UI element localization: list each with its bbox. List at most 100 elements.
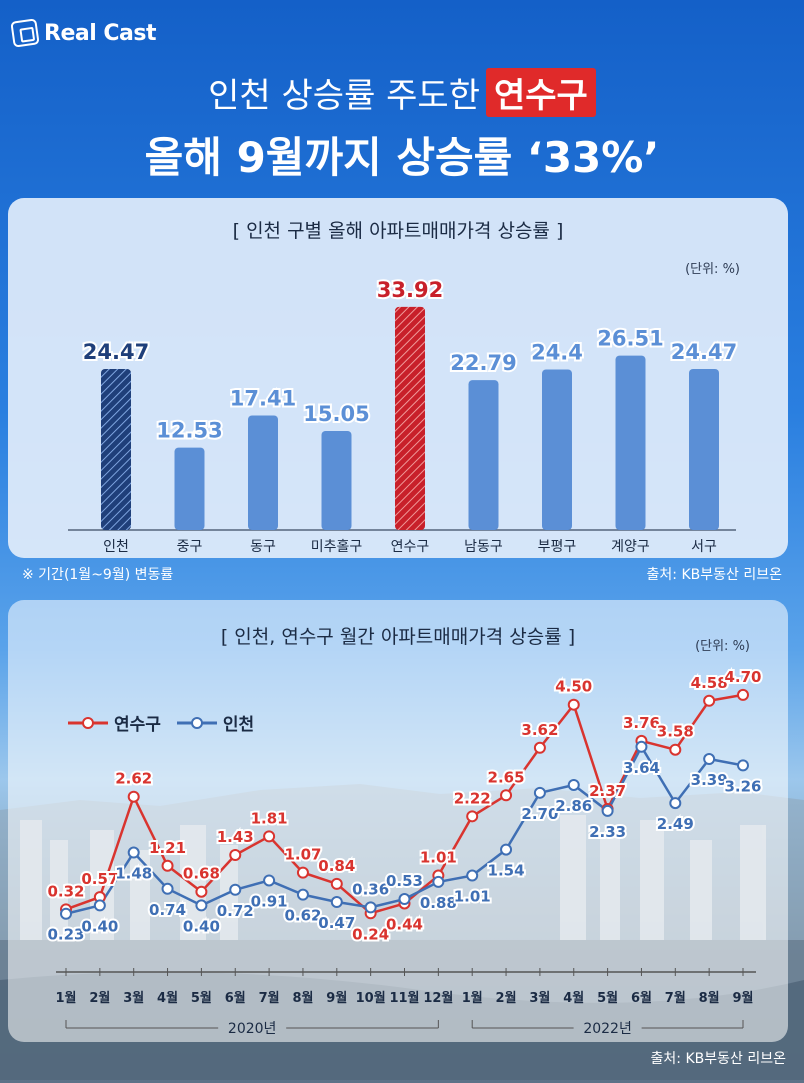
x-tick-label: 8월 (292, 990, 313, 1006)
data-point (127, 846, 140, 859)
data-point (195, 885, 208, 898)
bar-value-label: 22.79 (450, 351, 516, 375)
bar (101, 369, 131, 530)
data-point (466, 869, 479, 882)
headline-line-1: 인천 상승률 주도한 연수구 (0, 68, 804, 117)
x-tick-label: 11월 (389, 990, 419, 1006)
legend-label-incheon: 인천 (222, 715, 255, 735)
x-tick-label: 5월 (191, 990, 212, 1006)
bar (615, 355, 646, 530)
bar (468, 380, 499, 530)
x-tick-label: 2월 (89, 990, 110, 1006)
data-label: 0.62 (284, 907, 321, 925)
data-label: 3.58 (657, 723, 694, 741)
data-point (567, 778, 580, 791)
data-point (161, 882, 174, 895)
data-point (669, 797, 682, 810)
data-label: 0.91 (251, 892, 288, 910)
data-point (60, 907, 72, 920)
data-label: 3.64 (623, 759, 660, 777)
year-group-label: 2020년 (228, 1021, 277, 1037)
data-label: 0.36 (352, 880, 389, 898)
data-point (398, 893, 411, 906)
x-tick-label: 1월 (55, 990, 76, 1006)
x-tick-label: 9월 (326, 990, 347, 1006)
real-cast-logo: Real Cast (10, 18, 157, 48)
data-label: 0.40 (81, 917, 118, 935)
x-tick-label: 8월 (699, 990, 720, 1006)
data-label: 1.54 (488, 862, 525, 880)
bar-value-label: 15.05 (303, 402, 369, 426)
data-label: 0.57 (81, 870, 118, 888)
data-label: 4.70 (724, 668, 761, 686)
data-label: 0.84 (318, 857, 355, 875)
data-label: 2.86 (555, 797, 592, 815)
data-point (703, 753, 716, 766)
legend-swatch-red-icon (68, 716, 108, 729)
data-label: 0.40 (183, 917, 220, 935)
x-tick-label: 2월 (496, 990, 517, 1006)
x-tick-label: 10월 (356, 990, 386, 1006)
headline-prefix: 인천 상승률 주도한 (208, 76, 480, 116)
headline-line-2: 올해 9월까지 상승률 ‘33%’ (144, 133, 660, 182)
x-tick-label: 5월 (597, 990, 618, 1006)
x-tick-label: 1월 (462, 990, 483, 1006)
data-label: 4.50 (555, 678, 592, 696)
line-chart-panel: [ 인천, 연수구 월간 아파트매매가격 상승률 ] (단위: %) 연수구 인… (8, 600, 788, 1042)
year-group-label: 2022년 (583, 1021, 632, 1037)
data-label: 0.72 (217, 902, 254, 920)
bar-value-label: 26.51 (597, 327, 663, 351)
data-label: 3.76 (623, 714, 660, 732)
bar-value-label: 24.47 (671, 340, 737, 364)
data-point (737, 688, 749, 701)
bar-category-label: 계양구 (611, 539, 650, 555)
data-label: 0.88 (420, 894, 457, 912)
data-label: 0.53 (386, 872, 423, 890)
data-point (737, 759, 749, 772)
data-point (669, 743, 682, 756)
data-label: 0.68 (183, 865, 220, 883)
data-label: 3.39 (691, 771, 728, 789)
data-point (296, 888, 309, 901)
data-point (229, 883, 242, 896)
data-label: 2.70 (521, 805, 558, 823)
data-label: 2.65 (488, 768, 525, 786)
data-label: 1.07 (284, 846, 321, 864)
data-label: 3.62 (521, 721, 558, 739)
bar-chart-source: 출처: KB부동산 리브온 (646, 567, 782, 583)
legend-label-yeonsu: 연수구 (114, 715, 161, 735)
data-point (500, 843, 513, 856)
data-label: 3.26 (724, 777, 761, 795)
data-point (330, 877, 343, 890)
bar-category-label: 인천 (103, 539, 129, 555)
bar-value-label: 33.92 (377, 278, 443, 302)
data-point (635, 740, 648, 753)
bar-category-label: 연수구 (391, 539, 430, 555)
bar (689, 369, 719, 530)
data-point (263, 874, 276, 887)
x-tick-label: 7월 (259, 990, 280, 1006)
data-point (533, 741, 546, 754)
data-point (432, 875, 445, 888)
bar (174, 447, 205, 530)
line-chart-source: 출처: KB부동산 리브온 (650, 1051, 786, 1067)
data-point (263, 830, 276, 843)
data-label: 2.62 (115, 770, 152, 788)
bar-category-label: 중구 (177, 539, 203, 555)
x-tick-label: 9월 (732, 990, 753, 1006)
bar-chart-panel: [ 인천 구별 올해 아파트매매가격 상승률 ] (단위: %) 24.47 인천… (8, 198, 788, 558)
data-point (466, 810, 479, 823)
data-label: 1.81 (251, 809, 288, 827)
bar-category-label: 미추홀구 (311, 539, 363, 555)
bar-category-label: 부평구 (538, 539, 577, 555)
data-point (533, 786, 546, 799)
x-tick-label: 6월 (631, 990, 652, 1006)
x-tick-label: 6월 (225, 990, 246, 1006)
bar-category-label: 서구 (691, 539, 717, 555)
data-label: 4.58 (691, 674, 728, 692)
data-label: 1.48 (115, 865, 152, 883)
data-label: 0.44 (386, 915, 423, 933)
data-point (601, 804, 614, 817)
x-tick-label: 7월 (665, 990, 686, 1006)
data-point (567, 698, 580, 711)
